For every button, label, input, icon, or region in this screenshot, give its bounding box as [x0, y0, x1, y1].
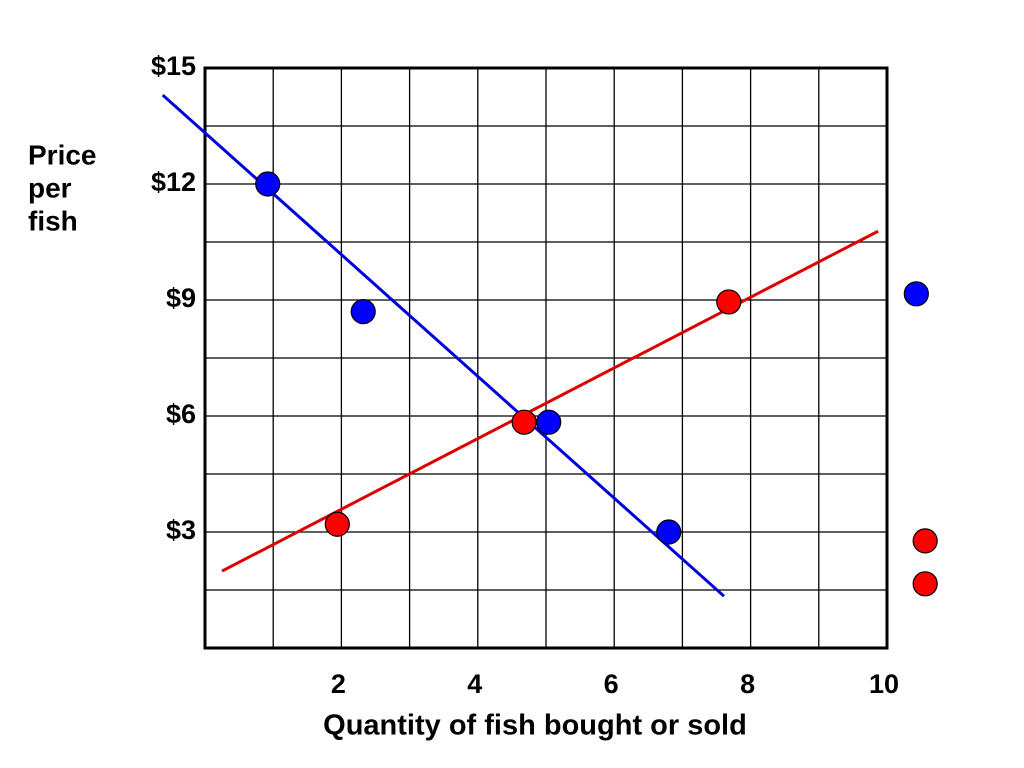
point [350, 299, 376, 325]
y-tick-label: $9 [166, 283, 196, 313]
x-tick-label: 8 [740, 669, 755, 699]
line [161, 93, 726, 598]
y-axis-label: Price [28, 139, 97, 170]
x-tick-label: 4 [467, 669, 482, 699]
y-tick-label: $3 [166, 515, 196, 545]
x-tick-label: 2 [331, 669, 346, 699]
point [324, 511, 350, 537]
plot-frame [203, 66, 889, 650]
point [656, 519, 682, 545]
y-axis-label: per [28, 172, 72, 203]
point [912, 528, 938, 554]
point [511, 409, 537, 435]
x-tick-label: 10 [869, 669, 899, 699]
point [903, 281, 929, 307]
line [221, 229, 879, 573]
point [716, 289, 742, 315]
y-tick-label: $15 [151, 51, 196, 81]
point [255, 171, 281, 197]
x-tick-label: 6 [604, 669, 619, 699]
point [912, 571, 938, 597]
y-tick-label: $6 [166, 399, 196, 429]
point [536, 409, 562, 435]
x-axis-label: Quantity of fish bought or sold [323, 710, 747, 742]
y-tick-label: $12 [151, 167, 196, 197]
y-axis-label: fish [28, 205, 78, 236]
